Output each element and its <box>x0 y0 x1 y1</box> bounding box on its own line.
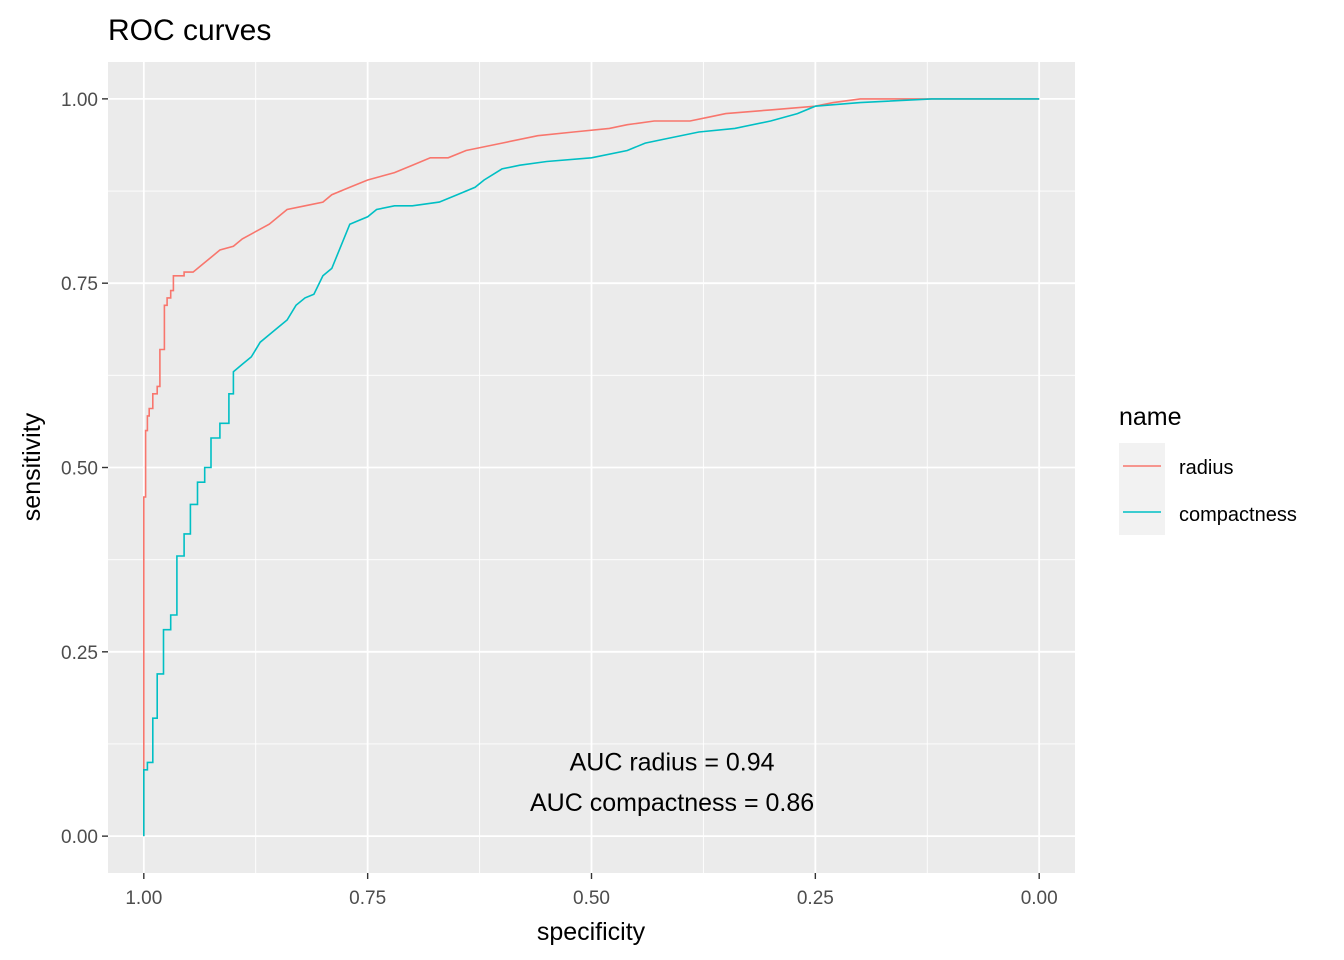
y-tick-label: 0.25 <box>61 643 98 664</box>
y-tick-label: 0.00 <box>61 827 98 848</box>
auc-annotations: AUC radius = 0.94 AUC compactness = 0.86 <box>530 748 814 817</box>
series-line-radius <box>143 98 1040 837</box>
y-axis-title: sensitivity <box>18 412 46 521</box>
series-layer <box>143 98 1040 837</box>
y-tick-label: 0.75 <box>61 274 98 295</box>
y-tick-label: 0.50 <box>61 459 98 480</box>
x-tick-label: 0.00 <box>1021 888 1058 909</box>
legend-label-compactness: compactness <box>1179 504 1297 526</box>
x-axis-title: specificity <box>537 918 646 946</box>
legend-title: name <box>1119 403 1182 431</box>
x-tick-label: 0.25 <box>797 888 834 909</box>
legend: name radius compactness <box>1119 403 1297 535</box>
auc-radius-annotation: AUC radius = 0.94 <box>570 748 775 776</box>
x-tick-label: 1.00 <box>125 888 162 909</box>
y-tick-label: 1.00 <box>61 90 98 111</box>
x-tick-label: 0.75 <box>349 888 386 909</box>
legend-label-radius: radius <box>1179 457 1233 479</box>
x-axis-ticks: 1.00 0.75 0.50 0.25 0.00 <box>125 873 1058 909</box>
major-grid <box>108 62 1075 873</box>
chart-title: ROC curves <box>108 14 271 47</box>
y-axis-ticks: 0.00 0.25 0.50 0.75 1.00 <box>61 90 108 848</box>
series-line-compactness <box>143 98 1040 837</box>
auc-compactness-annotation: AUC compactness = 0.86 <box>530 789 814 817</box>
x-tick-label: 0.50 <box>573 888 610 909</box>
